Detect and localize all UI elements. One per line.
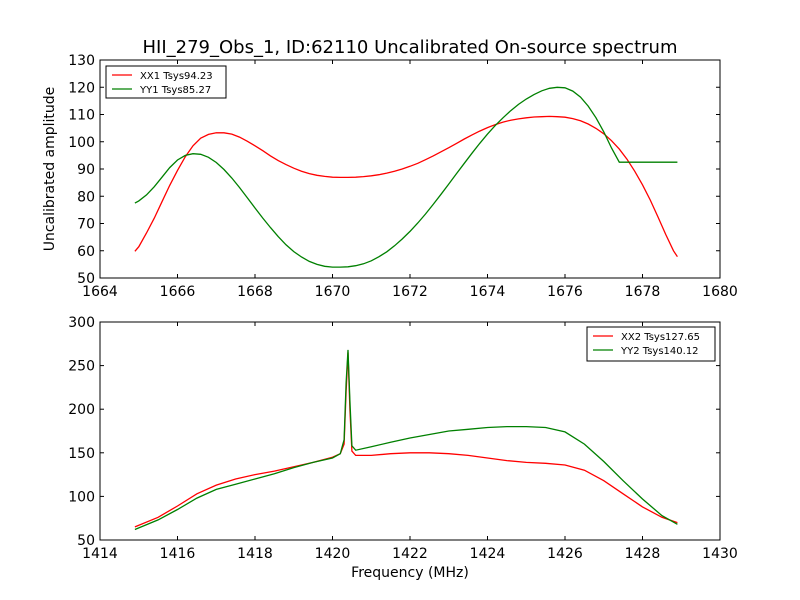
legend-label-1: XX2 Tsys127.65 xyxy=(621,332,700,343)
x-tick-label: 1678 xyxy=(625,284,661,300)
y-tick-label: 250 xyxy=(68,359,95,375)
x-axis-label: Frequency (MHz) xyxy=(351,565,469,581)
x-tick-label: 1680 xyxy=(702,284,738,300)
y-tick-label: 120 xyxy=(68,80,95,96)
bottom-spectrum-plot: 1414 1416 1418 1420 1422 1424 1426 1428 1430 50 10… xyxy=(68,315,738,562)
x-tick-label: 1426 xyxy=(547,546,583,562)
legend-box xyxy=(586,326,716,362)
y-tick-label: 60 xyxy=(77,244,95,260)
x-tick-label: 1674 xyxy=(470,284,506,300)
x-tick-label: 1422 xyxy=(392,546,428,562)
series-line-1 xyxy=(134,352,678,528)
legend-label-1: XX1 Tsys94.23 xyxy=(140,71,213,82)
series-line-2 xyxy=(134,349,678,531)
y-axis-label: Uncalibrated amplitude xyxy=(42,87,58,252)
series-line-1 xyxy=(134,115,678,258)
legend-label-2: YY2 Tsys140.12 xyxy=(620,346,699,357)
x-tick-label: 1420 xyxy=(315,546,351,562)
x-tick-label: 1676 xyxy=(547,284,583,300)
x-tick-label: 1414 xyxy=(82,546,118,562)
y-tick-label: 80 xyxy=(77,189,95,205)
y-tick-label: 100 xyxy=(68,489,95,505)
x-tick-label: 1428 xyxy=(625,546,661,562)
legend-label-2: YY1 Tsys85.27 xyxy=(139,85,211,96)
y-tick-label: 300 xyxy=(68,315,95,331)
top-spectrum-plot: 1664 1666 1668 1670 1672 1674 1676 1678 1680 50 60… xyxy=(68,53,738,300)
x-tick-label: 1418 xyxy=(237,546,273,562)
series-line-2 xyxy=(134,86,678,268)
y-tick-label: 200 xyxy=(68,402,95,418)
y-tick-label: 90 xyxy=(77,162,95,178)
x-tick-label: 1668 xyxy=(237,284,273,300)
y-tick-label: 130 xyxy=(68,53,95,69)
y-tick-label: 150 xyxy=(68,446,95,462)
x-tick-label: 1672 xyxy=(392,284,428,300)
y-tick-label: 50 xyxy=(77,533,95,549)
y-tick-label: 70 xyxy=(77,217,95,233)
x-tick-label: 1670 xyxy=(315,284,351,300)
x-tick-label: 1424 xyxy=(470,546,506,562)
y-tick-label: 100 xyxy=(68,135,95,151)
x-tick-label: 1416 xyxy=(160,546,196,562)
x-tick-label: 1664 xyxy=(82,284,118,300)
x-tick-label: 1430 xyxy=(702,546,738,562)
legend-box xyxy=(105,65,227,99)
y-tick-label: 110 xyxy=(68,108,95,124)
y-tick-label: 50 xyxy=(77,271,95,287)
figure-title: HII_279_Obs_1, ID:62110 Uncalibrated On-… xyxy=(143,37,678,58)
x-tick-label: 1666 xyxy=(160,284,196,300)
